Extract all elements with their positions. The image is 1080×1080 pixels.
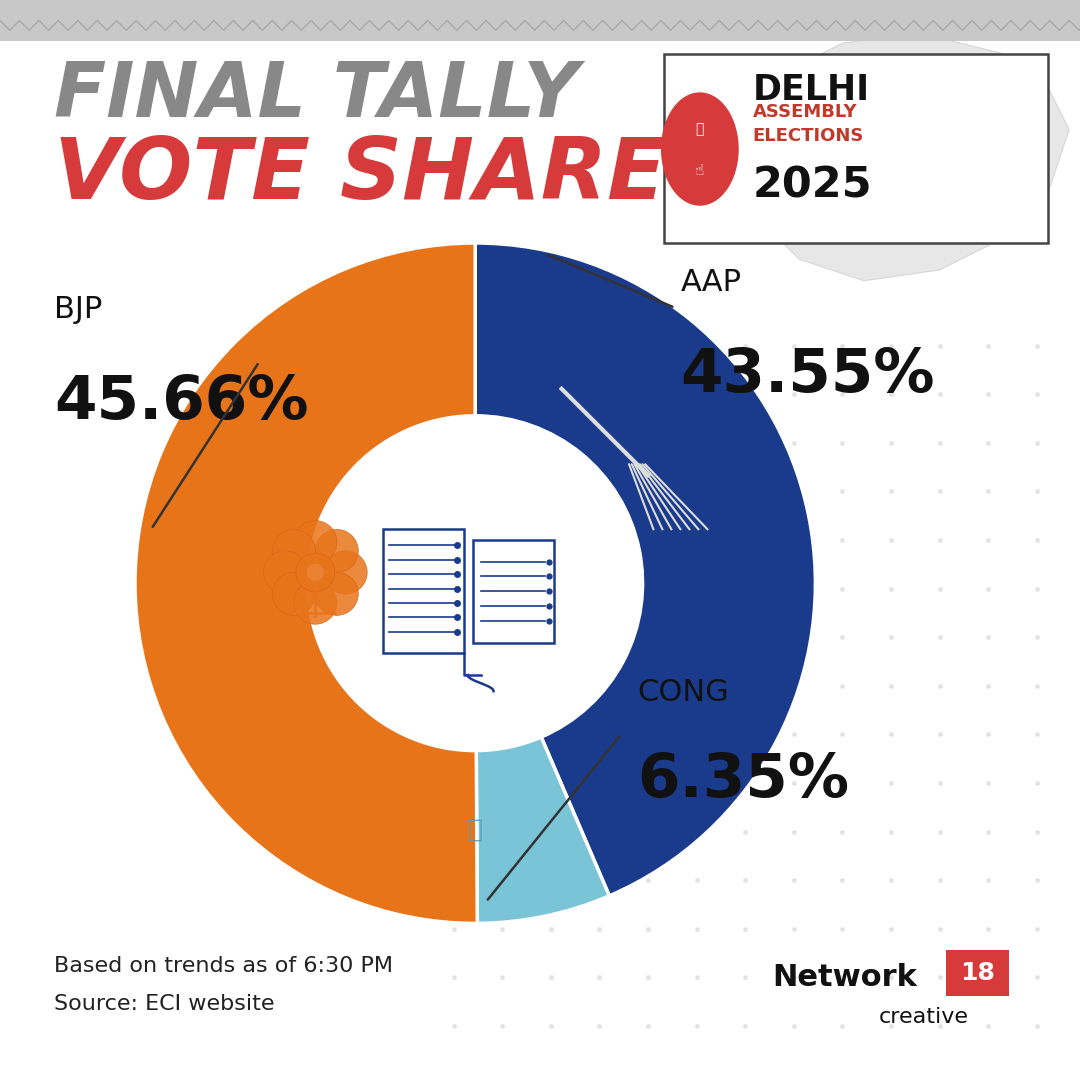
Text: 45.66%: 45.66% xyxy=(54,373,309,432)
Text: ☝: ☝ xyxy=(696,163,704,178)
Circle shape xyxy=(296,553,335,592)
Bar xyxy=(946,950,1009,996)
Text: Network: Network xyxy=(772,963,917,993)
Text: VOTE SHARE: VOTE SHARE xyxy=(54,134,666,217)
Text: 43.55%: 43.55% xyxy=(680,346,935,405)
Text: 🖐: 🖐 xyxy=(468,818,483,841)
Circle shape xyxy=(264,551,307,594)
Text: Based on trends as of 6:30 PM: Based on trends as of 6:30 PM xyxy=(54,956,393,976)
Bar xyxy=(383,529,464,653)
Bar xyxy=(473,540,554,643)
Circle shape xyxy=(308,416,643,751)
Text: BJP: BJP xyxy=(54,295,103,324)
Wedge shape xyxy=(475,243,815,895)
Ellipse shape xyxy=(661,92,739,205)
Text: creative: creative xyxy=(878,1007,969,1027)
Text: 👥: 👥 xyxy=(696,123,704,136)
Text: 2025: 2025 xyxy=(753,164,873,206)
Text: Source: ECI website: Source: ECI website xyxy=(54,994,274,1014)
Text: AAP: AAP xyxy=(680,268,741,297)
Text: CONG: CONG xyxy=(637,678,729,707)
Circle shape xyxy=(272,572,315,616)
Polygon shape xyxy=(734,32,1069,281)
Text: 18: 18 xyxy=(960,961,995,985)
Circle shape xyxy=(272,529,315,572)
Circle shape xyxy=(294,581,337,624)
Bar xyxy=(0,0,1080,41)
Circle shape xyxy=(315,572,359,616)
Wedge shape xyxy=(476,737,609,923)
Text: DELHI: DELHI xyxy=(753,73,869,107)
Text: 6.35%: 6.35% xyxy=(637,751,849,810)
Wedge shape xyxy=(135,243,477,923)
Text: FINAL TALLY: FINAL TALLY xyxy=(54,59,579,134)
Bar xyxy=(664,54,1048,243)
Text: ELECTIONS: ELECTIONS xyxy=(753,127,864,146)
Text: ASSEMBLY: ASSEMBLY xyxy=(753,103,858,121)
Circle shape xyxy=(315,529,359,572)
Circle shape xyxy=(294,521,337,564)
Circle shape xyxy=(324,551,367,594)
